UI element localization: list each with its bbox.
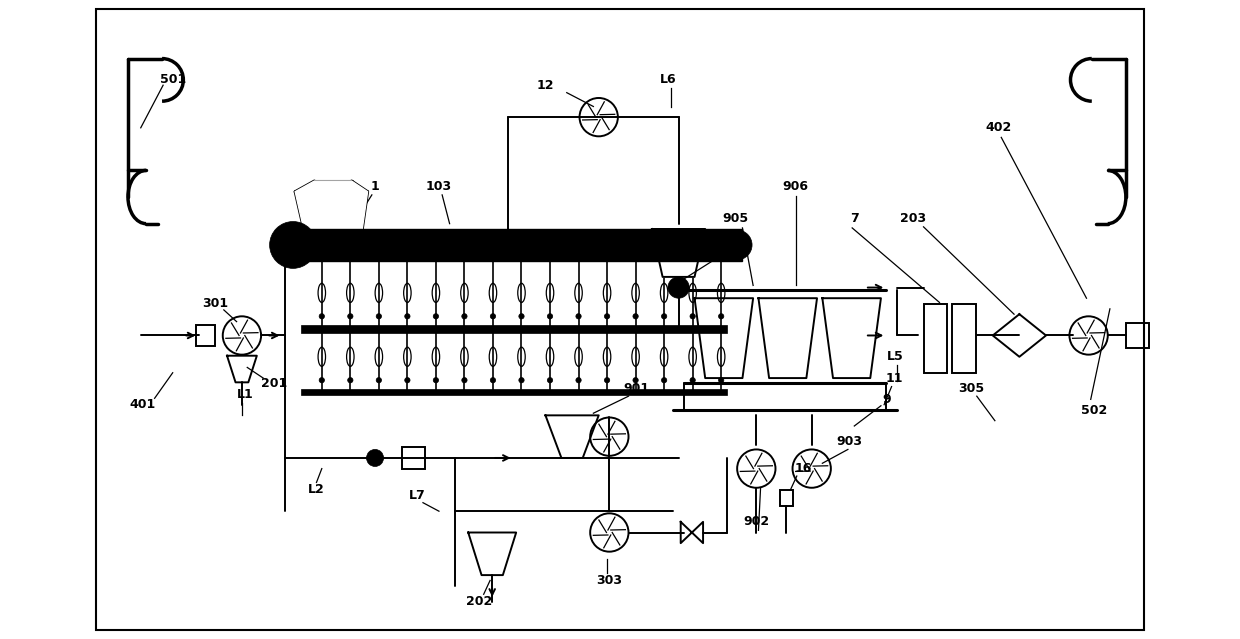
Circle shape	[661, 314, 667, 319]
Bar	[196, 325, 216, 346]
Text: 7: 7	[849, 212, 858, 225]
Text: 903: 903	[836, 435, 862, 449]
Text: 501: 501	[160, 73, 186, 86]
Circle shape	[404, 314, 410, 319]
Circle shape	[367, 449, 383, 466]
Text: L5: L5	[887, 350, 903, 364]
Text: 301: 301	[202, 297, 228, 310]
Bar	[284, 229, 743, 261]
Circle shape	[404, 378, 410, 383]
Circle shape	[604, 314, 610, 319]
Circle shape	[718, 314, 724, 319]
Circle shape	[689, 314, 696, 319]
Circle shape	[376, 378, 382, 383]
Text: L6: L6	[660, 73, 676, 86]
Circle shape	[518, 314, 525, 319]
Bar	[402, 447, 425, 468]
Text: 201: 201	[260, 377, 286, 390]
Bar	[1126, 323, 1149, 348]
Text: 904: 904	[708, 243, 734, 257]
Text: 902: 902	[743, 515, 769, 528]
Text: 303: 303	[596, 574, 622, 587]
Circle shape	[632, 378, 639, 383]
Text: 1: 1	[371, 180, 379, 193]
Circle shape	[490, 314, 496, 319]
Circle shape	[661, 378, 667, 383]
Bar	[952, 304, 976, 373]
Circle shape	[604, 378, 610, 383]
Circle shape	[632, 314, 639, 319]
Circle shape	[347, 378, 353, 383]
Circle shape	[269, 222, 316, 268]
Polygon shape	[295, 181, 367, 229]
Circle shape	[722, 230, 751, 260]
Text: 906: 906	[782, 180, 808, 193]
Circle shape	[490, 378, 496, 383]
Circle shape	[718, 378, 724, 383]
Circle shape	[575, 378, 582, 383]
Circle shape	[575, 314, 582, 319]
Bar	[300, 325, 727, 334]
Circle shape	[668, 277, 689, 298]
Circle shape	[347, 314, 353, 319]
Text: 9: 9	[882, 393, 890, 406]
Text: 103: 103	[425, 180, 453, 193]
Text: 305: 305	[959, 382, 985, 396]
Circle shape	[376, 314, 382, 319]
Circle shape	[433, 378, 439, 383]
Text: 502: 502	[1081, 403, 1107, 417]
Circle shape	[433, 314, 439, 319]
Text: L7: L7	[409, 489, 427, 502]
Circle shape	[547, 378, 553, 383]
Text: 402: 402	[985, 121, 1011, 134]
Circle shape	[461, 378, 467, 383]
Bar	[300, 389, 727, 395]
Text: 12: 12	[537, 79, 554, 92]
Circle shape	[689, 378, 696, 383]
Text: 905: 905	[722, 212, 748, 225]
Circle shape	[461, 314, 467, 319]
Circle shape	[547, 314, 553, 319]
Text: 901: 901	[622, 382, 649, 396]
Text: L2: L2	[308, 483, 325, 497]
Bar	[924, 304, 947, 373]
Polygon shape	[652, 229, 706, 277]
Circle shape	[319, 378, 325, 383]
Bar	[780, 490, 792, 506]
Text: 11: 11	[887, 371, 904, 385]
Text: 401: 401	[130, 398, 156, 412]
Text: 203: 203	[900, 212, 926, 225]
Text: L1: L1	[237, 387, 253, 401]
Text: 202: 202	[466, 595, 492, 608]
Circle shape	[518, 378, 525, 383]
Circle shape	[319, 314, 325, 319]
Text: 16: 16	[795, 462, 812, 475]
